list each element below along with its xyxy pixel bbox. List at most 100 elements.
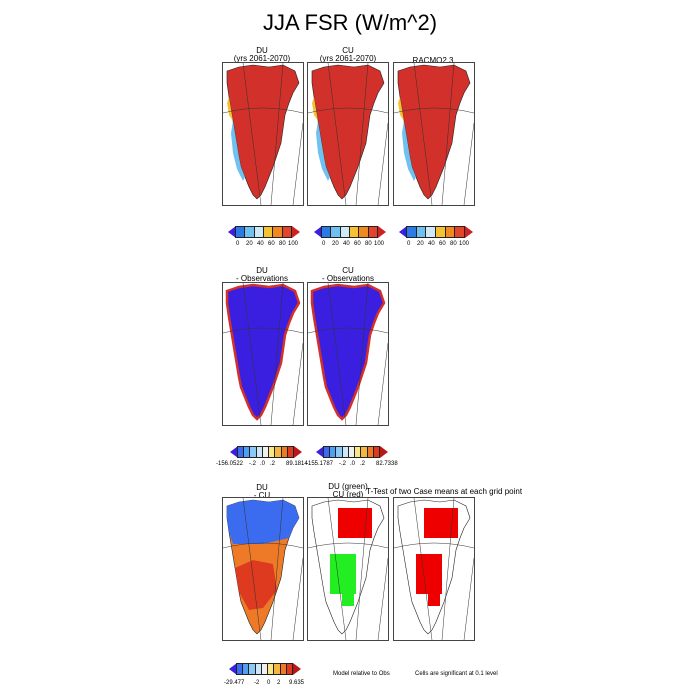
map-gridline <box>413 498 433 640</box>
colorbar-cu-obs <box>316 446 388 458</box>
colorbar-swatch <box>281 226 292 238</box>
map-gridline <box>292 342 303 425</box>
coastal-band-yellow <box>312 97 318 121</box>
map-gridline <box>355 498 369 640</box>
ice-sheet-outline <box>397 499 471 635</box>
colorbar-low-triangle <box>399 226 407 238</box>
map-ttest-du-cu <box>307 497 389 641</box>
map-gridline <box>413 63 433 205</box>
map-gridline <box>463 122 474 205</box>
map-gridline <box>223 542 303 549</box>
map-gridline <box>377 122 388 205</box>
colorbar-du-cu <box>229 663 301 675</box>
map-du <box>222 62 304 206</box>
colorbar-cu <box>314 226 386 238</box>
colorbar-ticks-du-obs: -156.0522 -.2.0.2 89.1814 <box>216 461 308 467</box>
colorbar-swatch <box>367 226 378 238</box>
map-cu <box>307 62 389 206</box>
ttest-title: T-Test of two Case means at each grid po… <box>366 487 523 496</box>
page-title: JJA FSR (W/m^2) <box>262 10 438 35</box>
colorbar-swatch <box>454 226 466 238</box>
coastal-band-yellow <box>398 97 404 121</box>
coastal-band-blue <box>402 121 416 181</box>
ice-sheet-shape <box>226 64 300 200</box>
note-cells-significant: Cells are significant at 0.1 level <box>415 671 498 677</box>
map-gridline <box>441 498 455 640</box>
colorbar-ticks-du-cu: -29.477 -2 0 2 9.635 <box>224 680 305 686</box>
map-gridline <box>242 498 262 640</box>
map-gridline <box>270 283 284 425</box>
coastal-band-yellow <box>227 97 233 121</box>
panel-label-du-cu: DU - CU <box>253 483 271 500</box>
map-racmo <box>393 62 475 206</box>
map-gridline <box>242 63 262 205</box>
significant-cells-north <box>338 508 372 538</box>
map-gridline <box>308 542 388 549</box>
map-gridline <box>355 63 369 205</box>
note-model-relative: Model relative to Obs <box>333 671 390 677</box>
colorbar-high-triangle <box>378 226 386 238</box>
colorbar-low-triangle <box>228 226 236 238</box>
colorbar-du-obs <box>230 446 302 458</box>
ice-sheet-shape <box>397 64 471 200</box>
significant-cells-north <box>424 508 458 538</box>
colorbar-ticks-du: 0 20 40 60 80 100 <box>236 241 299 247</box>
coastal-band-blue <box>316 121 330 181</box>
significant-cells-south <box>342 594 354 606</box>
map-gridline <box>292 557 303 640</box>
map-gridline <box>377 342 388 425</box>
colorbar-swatch <box>285 663 293 675</box>
colorbar-high-triangle <box>380 446 388 458</box>
map-gridline <box>327 63 347 205</box>
map-du-minus-cu <box>222 497 304 641</box>
ice-sheet-shape <box>311 64 385 200</box>
map-gridline <box>394 542 474 549</box>
map-gridline <box>394 107 474 114</box>
panel-label-cu: CU (yrs 2061-2070) <box>319 46 377 63</box>
map-gridline <box>223 107 303 114</box>
south-positive-region <box>235 560 277 610</box>
ice-sheet-outline <box>311 499 385 635</box>
map-du-minus-obs <box>222 282 304 426</box>
panel-label-du-obs: DU - Observations <box>235 266 289 283</box>
colorbar-high-triangle <box>292 226 300 238</box>
north-negative-region <box>227 500 299 544</box>
panel-label-ttest-colors: DU (green) CU (red) <box>328 482 368 499</box>
map-gridline <box>308 107 388 114</box>
colorbar-ticks-cu: 0 20 40 60 80 100 <box>322 241 385 247</box>
map-gridline <box>270 498 284 640</box>
colorbar-racmo <box>399 226 473 238</box>
map-gridline <box>327 283 347 425</box>
colorbar-high-triangle <box>293 663 301 675</box>
map-gridline <box>327 498 347 640</box>
panel-label-cu-obs: CU - Observations <box>321 266 375 283</box>
map-cu-minus-obs <box>307 282 389 426</box>
map-gridline <box>377 557 388 640</box>
ice-sheet-shape <box>310 283 386 421</box>
colorbar-du <box>228 226 300 238</box>
colorbar-high-triangle <box>294 446 302 458</box>
colorbar-low-triangle <box>314 226 322 238</box>
map-gridline <box>441 63 455 205</box>
map-gridline <box>292 122 303 205</box>
colorbar-swatch <box>372 446 380 458</box>
map-gridline <box>223 327 303 334</box>
map-gridline <box>355 283 369 425</box>
panel-label-racmo: RACMO2.3 <box>412 56 454 65</box>
map-gridline <box>308 327 388 334</box>
colorbar-low-triangle <box>316 446 324 458</box>
significant-cells-central <box>330 554 356 594</box>
map-gridline <box>242 283 262 425</box>
ice-sheet-shape <box>225 283 301 421</box>
colorbar-high-triangle <box>465 226 473 238</box>
colorbar-ticks-racmo: 0 20 40 60 80 100 <box>407 241 470 247</box>
colorbar-swatch <box>286 446 294 458</box>
map-gridline <box>270 63 284 205</box>
coastal-band-blue <box>231 121 245 181</box>
panel-label-du: DU (yrs 2061-2070) <box>233 46 291 63</box>
colorbar-low-triangle <box>230 446 238 458</box>
colorbar-ticks-cu-obs: -155.1787 -.2.0.2 82.7338 <box>306 461 398 467</box>
colorbar-low-triangle <box>229 663 237 675</box>
significant-cells-south <box>428 594 440 606</box>
map-gridline <box>463 557 474 640</box>
